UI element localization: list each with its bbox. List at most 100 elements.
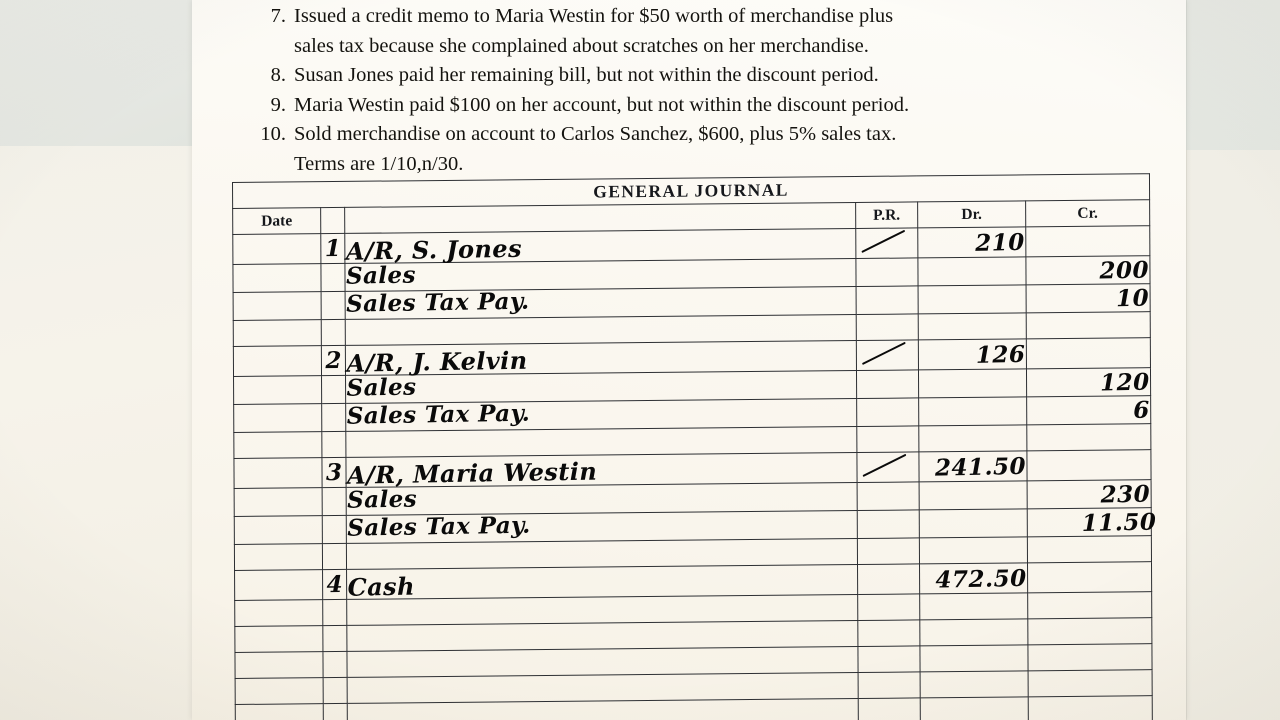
journal-cell-pr[interactable] bbox=[857, 593, 920, 621]
journal-cell-pr[interactable] bbox=[858, 671, 921, 699]
journal-cell-credit[interactable] bbox=[1026, 449, 1152, 482]
journal-cell-credit[interactable]: 230 bbox=[1026, 479, 1152, 510]
journal-cell-day[interactable] bbox=[323, 703, 348, 720]
instruction-item: 9. Maria Westin paid $100 on her account… bbox=[252, 91, 1132, 121]
journal-cell-credit[interactable] bbox=[1027, 591, 1152, 620]
journal-cell-date[interactable] bbox=[234, 569, 323, 601]
journal-cell-credit[interactable] bbox=[1028, 695, 1153, 720]
journal-cell-day[interactable] bbox=[322, 543, 347, 570]
journal-cell-credit[interactable] bbox=[1025, 225, 1151, 258]
journal-cell-date[interactable] bbox=[233, 345, 322, 377]
journal-cell-pr[interactable] bbox=[857, 619, 920, 647]
journal-cell-debit[interactable] bbox=[918, 312, 1027, 341]
journal-cell-debit[interactable] bbox=[919, 592, 1028, 621]
journal-cell-debit[interactable] bbox=[917, 284, 1027, 315]
journal-cell-day[interactable] bbox=[322, 599, 347, 626]
journal-cell-date[interactable] bbox=[234, 487, 323, 517]
journal-cell-credit[interactable] bbox=[1026, 337, 1151, 370]
journal-cell-pr[interactable] bbox=[856, 339, 919, 371]
journal-cell-date[interactable] bbox=[233, 291, 322, 321]
journal-cell-credit[interactable]: 6 bbox=[1026, 395, 1151, 426]
journal-cell-pr[interactable] bbox=[857, 481, 920, 511]
posting-reference-check-mark-icon bbox=[857, 340, 918, 370]
journal-cell-pr[interactable] bbox=[857, 563, 920, 595]
journal-cell-credit[interactable] bbox=[1026, 311, 1151, 340]
journal-cell-debit[interactable] bbox=[919, 618, 1029, 647]
journal-cell-date[interactable] bbox=[235, 703, 324, 720]
journal-cell-pr[interactable] bbox=[856, 369, 919, 399]
instruction-continuation: sales tax because she complained about s… bbox=[294, 34, 869, 57]
journal-cell-pr[interactable] bbox=[858, 697, 921, 720]
journal-cell-day[interactable] bbox=[322, 651, 348, 678]
journal-cell-debit[interactable]: 472.50 bbox=[919, 562, 1028, 595]
journal-cell-day[interactable] bbox=[321, 375, 346, 404]
journal-cell-date[interactable] bbox=[234, 515, 323, 545]
journal-cell-debit[interactable] bbox=[918, 424, 1027, 453]
journal-cell-debit[interactable] bbox=[918, 480, 1028, 511]
instruction-text: Sold merchandise on account to Carlos Sa… bbox=[294, 123, 897, 145]
journal-cell-date[interactable] bbox=[232, 263, 322, 293]
journal-cell-date[interactable] bbox=[234, 543, 323, 571]
journal-cell-debit[interactable] bbox=[918, 396, 1027, 427]
journal-cell-day[interactable] bbox=[321, 319, 346, 346]
journal-cell-day[interactable] bbox=[321, 431, 346, 458]
journal-cell-date[interactable] bbox=[233, 319, 322, 347]
instruction-text: Issued a credit memo to Maria Westin for… bbox=[294, 5, 894, 27]
journal-cell-day[interactable]: 4 bbox=[322, 569, 347, 600]
journal-cell-pr[interactable] bbox=[855, 227, 918, 259]
journal-cell-debit[interactable] bbox=[919, 536, 1028, 565]
journal-cell-credit[interactable] bbox=[1027, 561, 1152, 594]
journal-cell-credit[interactable] bbox=[1027, 643, 1153, 672]
instruction-number: 10. bbox=[260, 123, 286, 145]
journal-cell-day[interactable] bbox=[322, 487, 347, 516]
journal-cell-credit[interactable] bbox=[1027, 535, 1152, 564]
journal-cell-debit[interactable]: 210 bbox=[917, 226, 1026, 259]
journal-cell-day[interactable]: 3 bbox=[321, 457, 347, 488]
journal-cell-date[interactable] bbox=[234, 599, 323, 627]
journal-cell-pr[interactable] bbox=[857, 509, 920, 539]
instruction-text: Maria Westin paid $100 on her account, b… bbox=[294, 93, 910, 116]
journal-cell-credit[interactable] bbox=[1027, 669, 1153, 698]
journal-cell-pr[interactable] bbox=[857, 645, 921, 673]
journal-cell-day[interactable] bbox=[322, 625, 347, 652]
journal-cell-debit[interactable] bbox=[919, 508, 1028, 539]
journal-cell-credit[interactable]: 11.50 bbox=[1033, 506, 1158, 538]
journal-cell-debit[interactable] bbox=[919, 670, 1029, 699]
journal-cell-debit[interactable] bbox=[918, 368, 1027, 399]
journal-cell-day[interactable] bbox=[320, 263, 346, 292]
journal-cell-credit[interactable] bbox=[1026, 423, 1152, 452]
journal-cell-debit[interactable] bbox=[917, 256, 1027, 287]
journal-cell-date[interactable] bbox=[232, 233, 321, 265]
journal-cell-day[interactable] bbox=[321, 291, 346, 320]
journal-cell-debit[interactable] bbox=[920, 696, 1029, 720]
journal-cell-pr[interactable] bbox=[857, 537, 920, 565]
journal-cell-date[interactable] bbox=[235, 677, 324, 705]
journal-cell-credit[interactable]: 10 bbox=[1025, 283, 1151, 314]
journal-cell-date[interactable] bbox=[233, 431, 322, 459]
journal-cell-debit[interactable] bbox=[919, 644, 1029, 673]
journal-cell-credit[interactable]: 120 bbox=[1026, 367, 1151, 398]
journal-cell-pr[interactable] bbox=[856, 313, 919, 341]
instruction-number: 9. bbox=[270, 93, 286, 116]
journal-cell-date[interactable] bbox=[234, 625, 323, 653]
journal-cell-day[interactable]: 2 bbox=[321, 345, 346, 376]
journal-cell-credit[interactable]: 200 bbox=[1025, 255, 1151, 286]
journal-cell-debit[interactable]: 126 bbox=[918, 338, 1027, 371]
journal-cell-day[interactable]: 1 bbox=[320, 233, 345, 264]
journal-cell-pr[interactable] bbox=[855, 257, 919, 287]
journal-cell-day[interactable] bbox=[322, 515, 347, 544]
journal-body: 1 A/R, S. Jones 210 Sales 200 Sales Tax Pay. 1… bbox=[232, 225, 1158, 720]
journal-cell-credit[interactable] bbox=[1027, 617, 1153, 646]
journal-cell-day[interactable] bbox=[323, 677, 348, 704]
journal-cell-pr[interactable] bbox=[856, 451, 920, 483]
journal-cell-date[interactable] bbox=[233, 457, 323, 489]
journal-cell-pr[interactable] bbox=[856, 397, 919, 427]
journal-cell-debit[interactable]: 241.50 bbox=[918, 450, 1028, 483]
journal-cell-pr[interactable] bbox=[856, 285, 919, 315]
journal-cell-pr[interactable] bbox=[856, 425, 919, 453]
journal-cell-date[interactable] bbox=[233, 403, 322, 433]
journal-cell-day[interactable] bbox=[321, 403, 346, 432]
posting-reference-check-mark-icon bbox=[857, 452, 918, 482]
journal-cell-date[interactable] bbox=[234, 651, 324, 679]
journal-cell-date[interactable] bbox=[233, 375, 322, 405]
